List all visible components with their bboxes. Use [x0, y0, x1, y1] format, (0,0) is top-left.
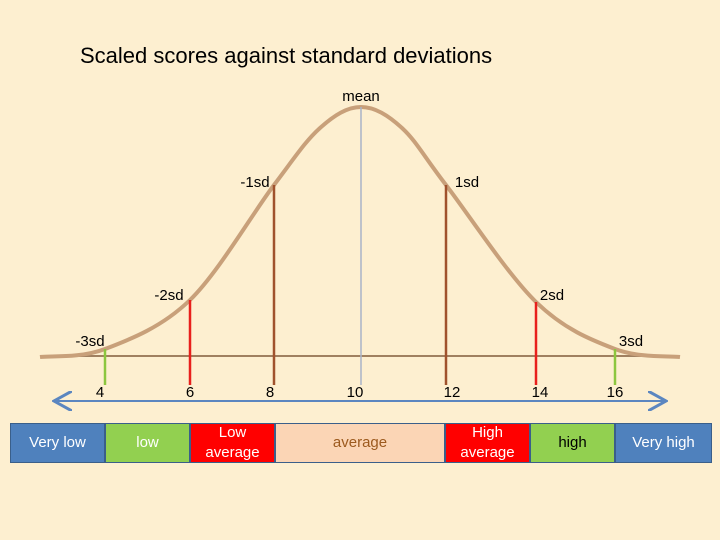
marker-label: -1sd: [240, 174, 269, 191]
bell-curve: [39, 104, 681, 359]
marker-label: mean: [342, 88, 380, 105]
title: Scaled scores against standard deviation…: [80, 43, 492, 68]
band: high: [530, 423, 615, 463]
marker-label: 2sd: [540, 287, 564, 304]
scale-label: 16: [607, 384, 624, 401]
scale-label: 12: [444, 384, 461, 401]
band: average: [275, 423, 445, 463]
scale-label: 8: [266, 384, 274, 401]
band: Low average: [190, 423, 275, 463]
band: Very low: [10, 423, 105, 463]
band: low: [105, 423, 190, 463]
scale-label: 10: [347, 384, 364, 401]
scale-label: 4: [96, 384, 104, 401]
band: Very high: [615, 423, 712, 463]
marker-label: -3sd: [75, 333, 104, 350]
marker-label: -2sd: [154, 287, 183, 304]
scale-label: 14: [532, 384, 549, 401]
marker-label: 3sd: [619, 333, 643, 350]
scale-label: 6: [186, 384, 194, 401]
band: High average: [445, 423, 530, 463]
marker-label: 1sd: [455, 174, 479, 191]
